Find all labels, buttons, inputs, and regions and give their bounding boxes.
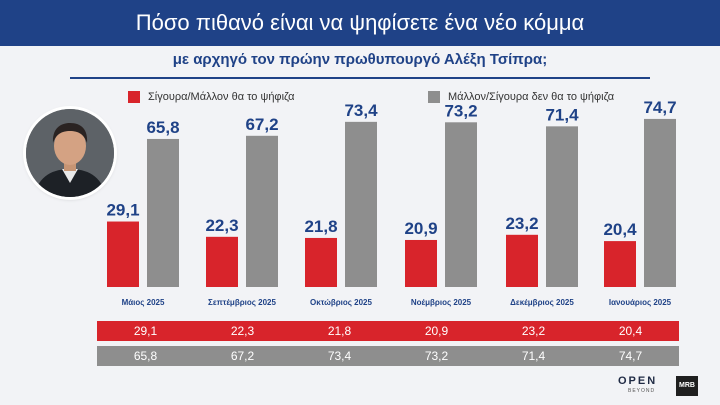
bar-label-no: 67,2: [245, 115, 278, 134]
table-cell-no: 73,4: [327, 349, 352, 363]
bar-no: [345, 121, 377, 287]
bar-label-no: 73,4: [344, 101, 378, 120]
legend-label-no: Μάλλον/Σίγουρα δεν θα το ψήφιζα: [448, 91, 615, 103]
table-cell-no: 71,4: [521, 349, 546, 363]
bar-label-no: 71,4: [545, 105, 579, 124]
table-cell-yes: 21,8: [327, 324, 352, 338]
table-cell-no: 65,8: [133, 349, 158, 363]
category-label: Νοέμβριος 2025: [411, 298, 472, 307]
legend-label-yes: Σίγουρα/Μάλλον θα το ψήφιζα: [148, 91, 295, 103]
bar-chart: 29,1 65,8 Μάιος 2025 22,3 67,2 Σεπτέμβριος 20…: [106, 98, 676, 307]
table-cell-yes: 22,3: [230, 324, 255, 338]
mrb-logo: MRB: [676, 376, 698, 396]
bar-label-yes: 29,1: [106, 201, 139, 220]
bar-no: [147, 138, 179, 287]
bar-no: [644, 118, 676, 287]
bar-yes: [305, 237, 337, 287]
bar-label-yes: 22,3: [205, 216, 238, 235]
bar-label-no: 65,8: [146, 118, 179, 137]
portrait-photo: [26, 109, 114, 197]
category-label: Μάιος 2025: [122, 298, 165, 307]
table-cell-yes: 20,4: [618, 324, 643, 338]
category-label: Δεκέμβριος 2025: [510, 298, 574, 307]
category-label: Οκτώβριος 2025: [310, 298, 372, 307]
table-cell-no: 73,2: [424, 349, 449, 363]
category-label: Ιανουάριος 2025: [609, 298, 672, 307]
chart-subtitle: με αρχηγό τον πρώην πρωθυπουργό Αλέξη Τσ…: [172, 51, 548, 68]
subtitle-divider: [70, 77, 650, 79]
legend-item-no: Μάλλον/Σίγουρα δεν θα το ψήφιζα: [428, 90, 614, 104]
bar-label-yes: 23,2: [505, 214, 538, 233]
bar-no: [445, 122, 477, 287]
bar-label-no: 73,2: [444, 101, 477, 120]
table-cell-yes: 29,1: [133, 324, 158, 338]
bar-no: [546, 126, 578, 287]
table-row-no: 65,8 67,2 73,4 73,2 71,4 74,7: [97, 346, 679, 366]
bar-yes: [405, 239, 437, 287]
bar-yes: [506, 234, 538, 287]
bar-label-yes: 20,4: [603, 220, 637, 239]
portrait-illustration: [26, 109, 114, 197]
legend-swatch-yes: [128, 91, 140, 103]
category-label: Σεπτέμβριος 2025: [208, 298, 276, 307]
bar-yes: [206, 236, 238, 287]
bar-label-yes: 20,9: [404, 219, 437, 238]
legend-item-yes: Σίγουρα/Μάλλον θα το ψήφιζα: [128, 90, 295, 104]
table-row-yes: 29,1 22,3 21,8 20,9 23,2 20,4: [97, 321, 679, 341]
table-cell-yes: 20,9: [424, 324, 449, 338]
chart-title: Πόσο πιθανό είναι να ψηφίσετε ένα νέο κό…: [0, 0, 720, 46]
open-logo-tagline: BEYOND: [628, 388, 656, 394]
bar-label-yes: 21,8: [304, 217, 337, 236]
table-cell-yes: 23,2: [521, 324, 546, 338]
table-cell-no: 67,2: [230, 349, 255, 363]
legend-swatch-no: [428, 91, 440, 103]
table-cell-no: 74,7: [618, 349, 643, 363]
bar-yes: [604, 241, 636, 287]
bar-label-no: 74,7: [643, 98, 676, 117]
bar-no: [246, 135, 278, 287]
bar-yes: [107, 221, 139, 287]
open-logo: OPEN: [618, 375, 658, 387]
